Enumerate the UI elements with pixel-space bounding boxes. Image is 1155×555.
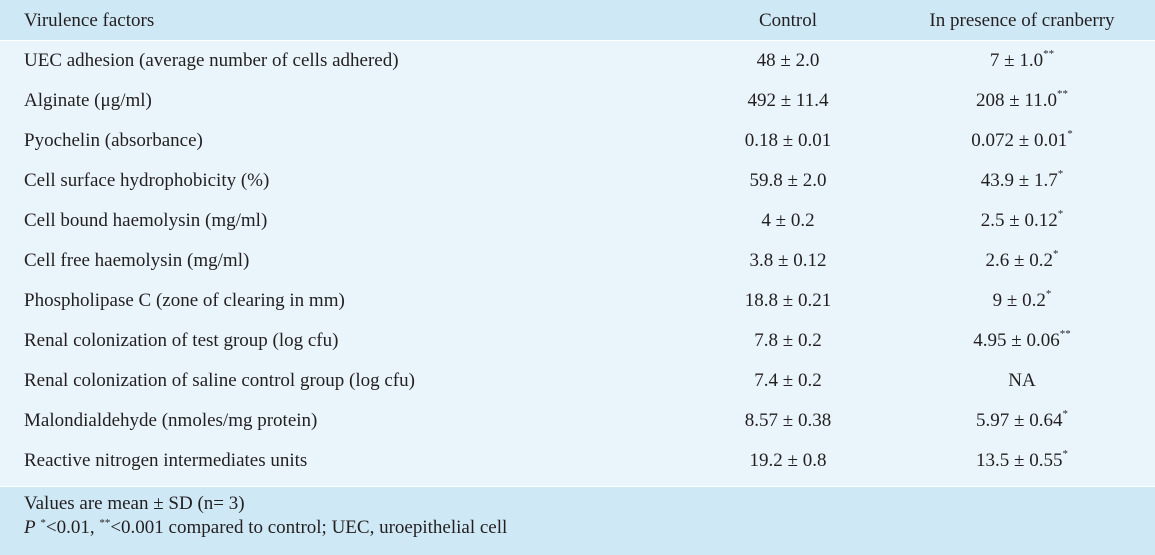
factor-cell: Cell bound haemolysin (mg/ml) (24, 210, 268, 231)
control-cell: 7.8 ± 0.2 (754, 330, 822, 351)
control-cell: 4 ± 0.2 (761, 210, 815, 231)
factor-cell: Phospholipase C (zone of clearing in mm) (24, 290, 345, 311)
sig1-text: <0.01, (45, 517, 100, 538)
table-row: Cell bound haemolysin (mg/ml) 4 ± 0.2 2.… (0, 201, 1155, 241)
control-cell: 8.57 ± 0.38 (744, 410, 832, 431)
control-cell: 0.18 ± 0.01 (744, 130, 832, 151)
cranberry-cell: 0.072 ± 0.01* (912, 127, 1132, 152)
significance-mark: * (1045, 287, 1052, 300)
cranberry-value: NA (1008, 370, 1036, 391)
factor-cell: Reactive nitrogen intermediates units (24, 450, 308, 471)
cranberry-cell: 2.6 ± 0.2* (912, 247, 1132, 272)
cranberry-cell: 4.95 ± 0.06** (912, 327, 1132, 352)
cranberry-value: 13.5 ± 0.55 (976, 450, 1063, 471)
cranberry-cell: 5.97 ± 0.64* (912, 407, 1132, 432)
table-body: UEC adhesion (average number of cells ad… (0, 41, 1155, 484)
factor-cell: Alginate (μg/ml) (24, 90, 152, 111)
sig2-mark: ** (99, 517, 111, 529)
table-footnotes: Values are mean ± SD (n= 3) P *<0.01, **… (0, 486, 1155, 555)
cranberry-cell: 9 ± 0.2* (912, 287, 1132, 312)
cranberry-value: 4.95 ± 0.06 (973, 330, 1060, 351)
factor-cell: Pyochelin (absorbance) (24, 130, 203, 151)
cranberry-cell: 13.5 ± 0.55* (912, 447, 1132, 472)
cranberry-value: 2.5 ± 0.12 (980, 210, 1058, 231)
table-row: Alginate (μg/ml) 492 ± 11.4 208 ± 11.0** (0, 81, 1155, 121)
table-row: Cell free haemolysin (mg/ml) 3.8 ± 0.12 … (0, 241, 1155, 281)
factor-cell: Cell free haemolysin (mg/ml) (24, 250, 250, 271)
table-row: Malondialdehyde (nmoles/mg protein) 8.57… (0, 401, 1155, 441)
sig2-text: <0.001 compared to control; UEC, uroepit… (110, 517, 508, 538)
cranberry-cell: 43.9 ± 1.7* (912, 167, 1132, 192)
cranberry-value: 2.6 ± 0.2 (985, 250, 1053, 271)
cranberry-cell: 7 ± 1.0** (912, 47, 1132, 72)
table-row: Cell surface hydrophobicity (%) 59.8 ± 2… (0, 161, 1155, 201)
significance-mark: ** (1056, 87, 1068, 100)
cranberry-cell: 2.5 ± 0.12* (912, 207, 1132, 232)
significance-mark: ** (1059, 327, 1071, 340)
control-cell: 3.8 ± 0.12 (749, 250, 827, 271)
control-cell: 18.8 ± 0.21 (744, 290, 832, 311)
table-row: Renal colonization of test group (log cf… (0, 321, 1155, 361)
cranberry-cell: NA (912, 370, 1132, 392)
table-row: Reactive nitrogen intermediates units 19… (0, 441, 1155, 481)
factor-cell: Cell surface hydrophobicity (%) (24, 170, 270, 191)
p-label: P (24, 517, 36, 538)
header-control: Control (758, 10, 818, 31)
footnote-values: Values are mean ± SD (n= 3) (24, 493, 245, 514)
cranberry-value: 7 ± 1.0 (989, 50, 1044, 71)
control-cell: 7.4 ± 0.2 (754, 370, 822, 391)
table-row: Phospholipase C (zone of clearing in mm)… (0, 281, 1155, 321)
cranberry-value: 208 ± 11.0 (976, 90, 1057, 111)
significance-mark: * (1067, 127, 1073, 140)
cranberry-value: 5.97 ± 0.64 (976, 410, 1063, 431)
cranberry-value: 43.9 ± 1.7 (980, 170, 1058, 191)
control-cell: 19.2 ± 0.8 (749, 450, 827, 471)
cranberry-cell: 208 ± 11.0** (912, 87, 1132, 112)
header-virulence-factors: Virulence factors (24, 10, 155, 31)
header-cranberry: In presence of cranberry (929, 10, 1115, 31)
sig1-mark: * (40, 517, 46, 529)
table-row: Renal colonization of saline control gro… (0, 361, 1155, 401)
factor-cell: Renal colonization of test group (log cf… (24, 330, 339, 351)
table-row: Pyochelin (absorbance) 0.18 ± 0.01 0.072… (0, 121, 1155, 161)
significance-mark: ** (1043, 47, 1055, 60)
cranberry-value: 0.072 ± 0.01 (971, 130, 1068, 151)
significance-mark: * (1052, 247, 1059, 260)
cranberry-value: 9 ± 0.2 (992, 290, 1046, 311)
factor-cell: Renal colonization of saline control gro… (24, 370, 415, 391)
control-cell: 48 ± 2.0 (756, 50, 820, 71)
control-cell: 492 ± 11.4 (747, 90, 829, 111)
factor-cell: UEC adhesion (average number of cells ad… (24, 50, 399, 71)
table-header-row: Virulence factors Control In presence of… (0, 0, 1155, 41)
significance-mark: * (1062, 407, 1068, 420)
significance-mark: * (1057, 207, 1064, 220)
control-cell: 59.8 ± 2.0 (749, 170, 827, 191)
significance-mark: * (1062, 447, 1068, 460)
footnote-significance: P *<0.01, **<0.001 compared to control; … (24, 517, 507, 541)
table-row: UEC adhesion (average number of cells ad… (0, 41, 1155, 81)
factor-cell: Malondialdehyde (nmoles/mg protein) (24, 410, 318, 431)
significance-mark: * (1057, 167, 1064, 180)
